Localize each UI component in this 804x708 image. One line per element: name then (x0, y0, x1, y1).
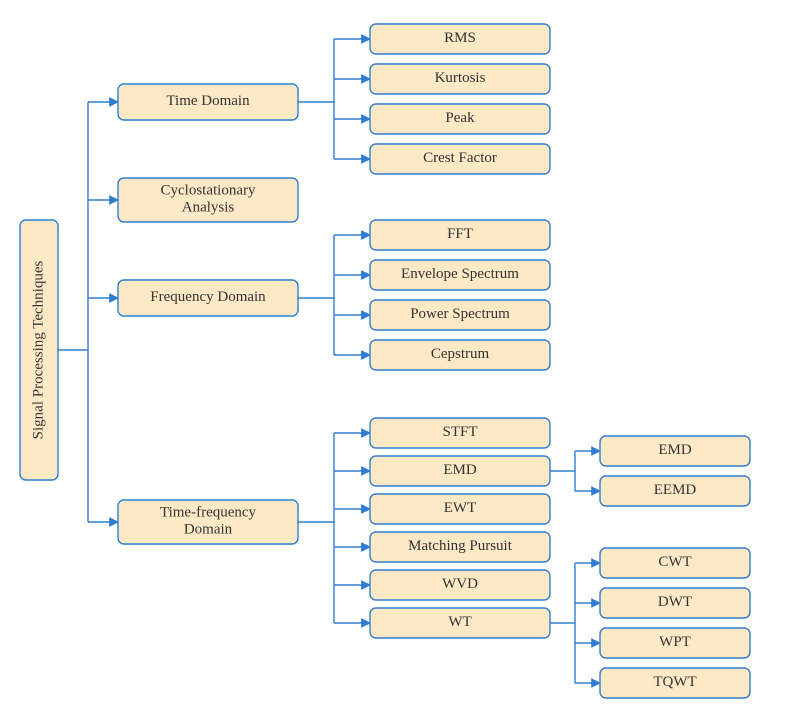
node-label-wvd: WVD (442, 576, 478, 592)
node-eemd: EEMD (600, 476, 750, 506)
node-label-tqwt: TQWT (653, 674, 696, 690)
node-cyclo: CyclostationaryAnalysis (118, 178, 298, 222)
node-root: Signal Processing Techniques (20, 220, 58, 480)
node-wt: WT (370, 608, 550, 638)
node-emd: EMD (370, 456, 550, 486)
node-emd2: EMD (600, 436, 750, 466)
node-label-wt: WT (448, 614, 471, 630)
node-label-pow: Power Spectrum (410, 306, 510, 322)
signal-processing-diagram: Signal Processing Techniques Time Domain C… (0, 0, 804, 708)
node-peak: Peak (370, 104, 550, 134)
node-ewt: EWT (370, 494, 550, 524)
node-label-emd: EMD (443, 462, 477, 478)
node-label-ewt: EWT (444, 500, 476, 516)
node-label-env: Envelope Spectrum (401, 266, 519, 282)
node-fft: FFT (370, 220, 550, 250)
node-label-wpt: WPT (659, 634, 691, 650)
node-pow: Power Spectrum (370, 300, 550, 330)
node-label-dwt: DWT (658, 594, 692, 610)
node-label-root: Signal Processing Techniques (30, 261, 46, 440)
node-crest: Crest Factor (370, 144, 550, 174)
node-mp: Matching Pursuit (370, 532, 550, 562)
node-rms: RMS (370, 24, 550, 54)
node-time: Time Domain (118, 84, 298, 120)
node-layer: Signal Processing Techniques Time Domain C… (20, 24, 750, 698)
node-cwt: CWT (600, 548, 750, 578)
node-label-ceps: Cepstrum (431, 346, 490, 362)
node-wvd: WVD (370, 570, 550, 600)
node-label-peak: Peak (445, 110, 475, 126)
node-env: Envelope Spectrum (370, 260, 550, 290)
node-kurtosis: Kurtosis (370, 64, 550, 94)
node-label-cwt: CWT (658, 554, 691, 570)
node-ceps: Cepstrum (370, 340, 550, 370)
node-tqwt: TQWT (600, 668, 750, 698)
node-freq: Frequency Domain (118, 280, 298, 316)
node-wpt: WPT (600, 628, 750, 658)
node-label-kurtosis: Kurtosis (435, 70, 486, 86)
node-label-emd2: EMD (658, 442, 692, 458)
node-label-eemd: EEMD (654, 482, 697, 498)
node-label-stft: STFT (442, 424, 477, 440)
node-tf: Time-frequencyDomain (118, 500, 298, 544)
node-label-fft: FFT (447, 226, 473, 242)
node-stft: STFT (370, 418, 550, 448)
node-label-time: Time Domain (166, 93, 250, 109)
node-label-rms: RMS (444, 30, 476, 46)
node-label-freq: Frequency Domain (150, 289, 266, 305)
node-dwt: DWT (600, 588, 750, 618)
node-label-crest: Crest Factor (423, 150, 497, 166)
node-label-mp: Matching Pursuit (408, 538, 513, 554)
